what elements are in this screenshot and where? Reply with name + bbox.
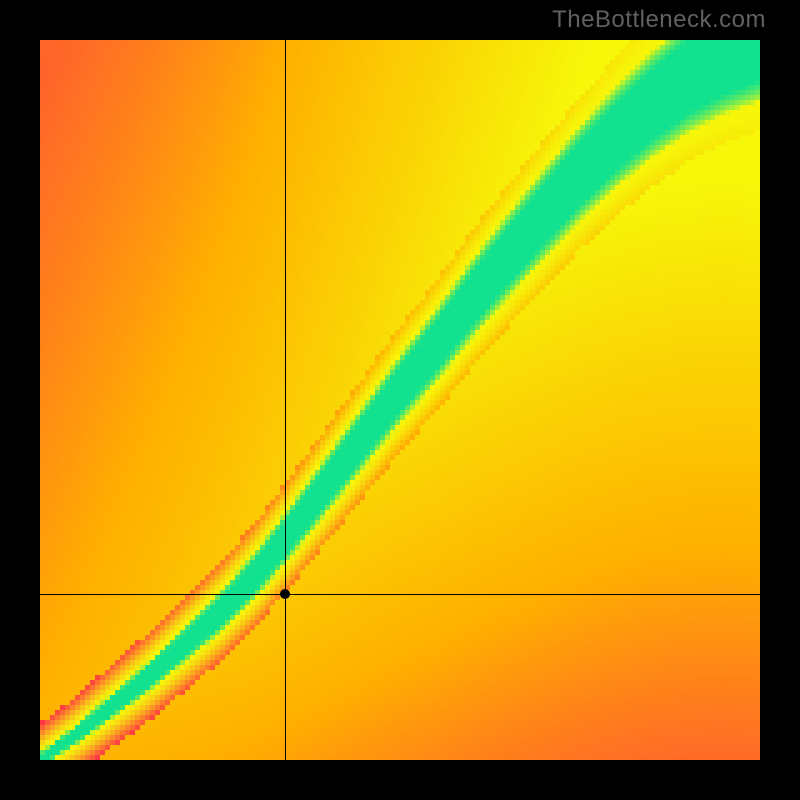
figure-frame: TheBottleneck.com: [0, 0, 800, 800]
heatmap-canvas: [40, 40, 760, 760]
heatmap-plot: [40, 40, 760, 760]
watermark-text: TheBottleneck.com: [552, 6, 766, 34]
